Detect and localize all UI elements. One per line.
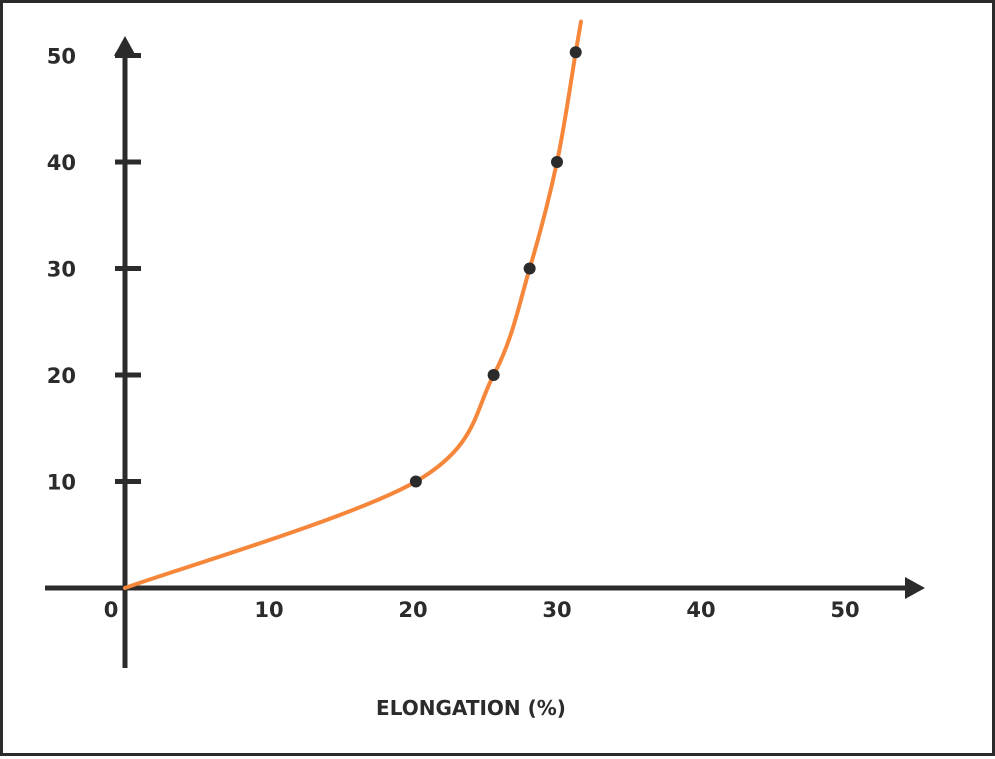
y-tick-label: 50 [47, 45, 76, 69]
x-tick-label: 10 [254, 598, 283, 622]
x-tick-label: 0 [104, 598, 119, 622]
x-axis-arrow-icon [905, 577, 925, 599]
data-point [551, 156, 563, 168]
data-point [569, 46, 582, 59]
data-point [487, 369, 500, 381]
y-tick-label: 30 [47, 258, 76, 282]
marker-layer [409, 46, 582, 488]
y-tick-label: 10 [47, 471, 76, 495]
x-tick-label: 40 [686, 598, 715, 622]
y-ticks: 10 20 30 40 50 [47, 45, 141, 495]
series-layer [123, 19, 583, 590]
data-point [523, 262, 536, 275]
x-tick-label: 20 [398, 598, 427, 622]
y-tick-label: 20 [47, 364, 76, 388]
y-axis-arrow-icon [114, 36, 136, 56]
x-tick-label: 30 [542, 598, 571, 622]
x-tick-label: 50 [830, 598, 859, 622]
x-ticks: 0 10 20 30 40 50 [104, 598, 860, 622]
elongation-chart: 10 20 30 40 50 0 10 20 30 40 50 ELONGATION (%) [45, 19, 925, 720]
series-line [123, 19, 583, 590]
data-point [409, 475, 422, 488]
y-tick-label: 40 [47, 151, 76, 175]
x-axis-title: ELONGATION (%) [376, 696, 566, 720]
